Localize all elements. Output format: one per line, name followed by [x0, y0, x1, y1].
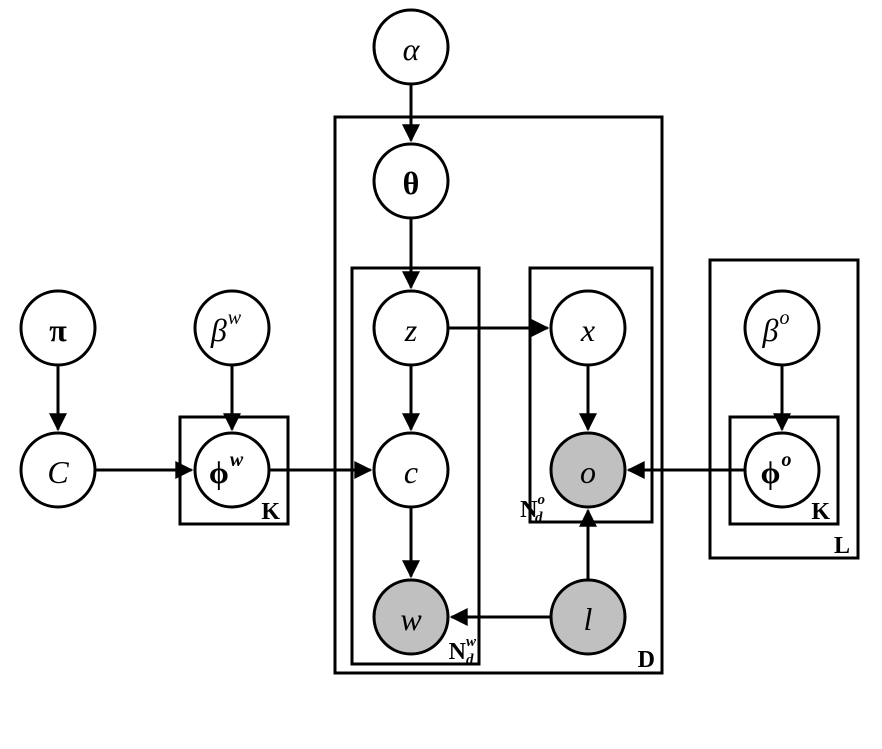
plate-label-L: L — [834, 533, 850, 559]
plate-label-D: D — [638, 647, 655, 673]
node-label-z: z — [404, 312, 418, 348]
node-x: x — [551, 291, 625, 365]
node-phi_o: ϕo — [745, 433, 819, 507]
node-z: z — [374, 291, 448, 365]
node-label-theta: θ — [403, 165, 420, 201]
node-beta_o: βo — [745, 291, 819, 365]
node-label-C: C — [47, 454, 69, 490]
node-label-x: x — [580, 312, 595, 348]
node-label-l: l — [584, 601, 593, 637]
plate-label-K_w: K — [261, 499, 280, 525]
node-label-pi: π — [49, 312, 67, 348]
plate-diagram: αθπβwzxβoCϕwcoϕowlKDNwdNodKL — [0, 0, 882, 749]
node-label-w: w — [400, 601, 422, 637]
node-label-o: o — [580, 454, 596, 490]
node-label-alpha: α — [403, 31, 421, 67]
node-alpha: α — [374, 10, 448, 84]
node-o: o — [551, 433, 625, 507]
plate-label-Ndo: Nod — [520, 492, 545, 526]
node-pi: π — [21, 291, 95, 365]
node-theta: θ — [374, 144, 448, 218]
node-c: c — [374, 433, 448, 507]
node-label-c: c — [404, 454, 418, 490]
node-l: l — [551, 580, 625, 654]
node-C: C — [21, 433, 95, 507]
plate-label-K_o: K — [811, 499, 830, 525]
node-beta_w: βw — [195, 291, 269, 365]
plate-label-Ndw: Nwd — [449, 634, 477, 668]
node-phi_w: ϕw — [195, 433, 269, 507]
node-w: w — [374, 580, 448, 654]
